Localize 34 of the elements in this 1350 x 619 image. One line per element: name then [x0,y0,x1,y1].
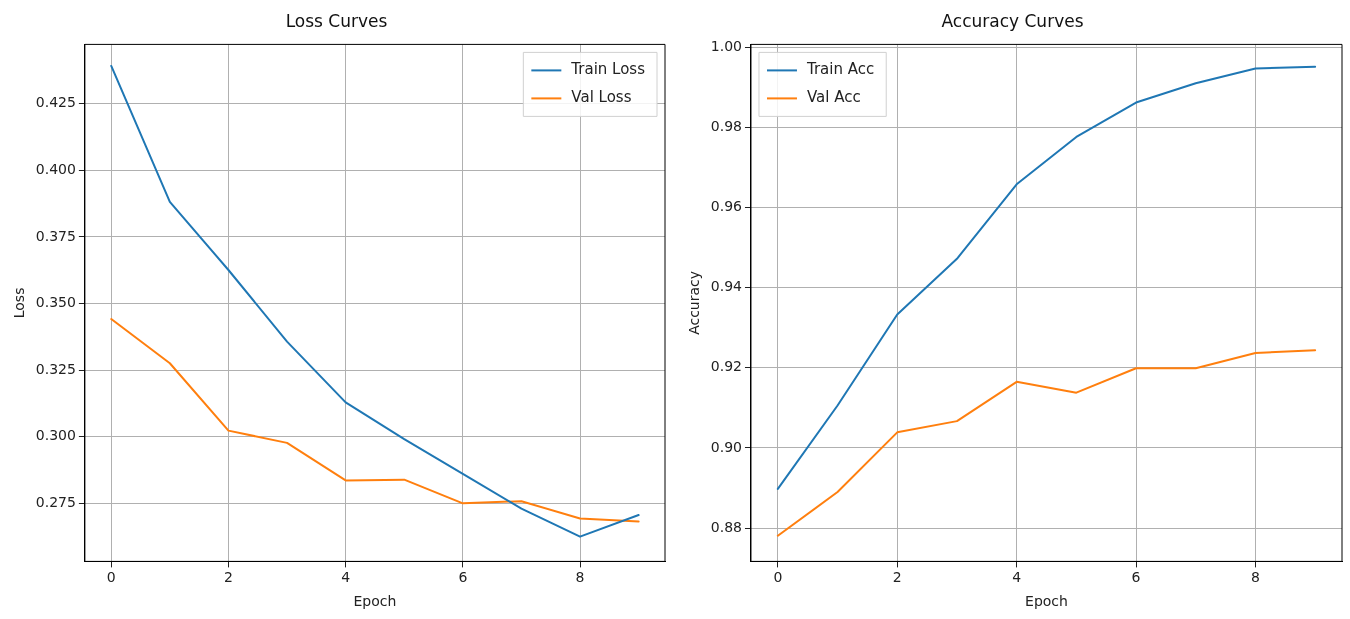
legend-label: Train Acc [805,60,875,79]
x-tick-label: 6 [458,569,468,586]
y-axis-title: Loss [11,287,28,319]
y-tick-label: 1.00 [710,37,742,54]
y-tick-label: 0.94 [710,278,743,295]
x-tick-label: 6 [1131,569,1141,586]
legend-label: Train Loss [570,60,646,79]
legend-label: Val Acc [806,88,861,107]
x-tick-label: 0 [773,569,783,586]
y-tick-label: 0.425 [35,94,76,111]
y-tick-label: 0.325 [35,360,76,377]
y-tick-label: 0.300 [35,427,76,444]
x-tick-label: 8 [1250,569,1260,586]
y-tick-label: 0.96 [710,198,743,215]
chart-title: Loss Curves [285,10,388,31]
y-axis-title: Accuracy [686,270,703,335]
y-tick-label: 0.92 [710,358,742,375]
legend-label: Val Loss [571,88,632,107]
y-tick-label: 0.375 [35,227,76,244]
x-axis-title: Epoch [1025,593,1068,610]
x-tick-label: 4 [1012,569,1022,586]
x-tick-label: 2 [892,569,902,586]
y-tick-label: 0.275 [35,493,76,510]
x-tick-label: 8 [575,569,585,586]
y-tick-label: 0.400 [35,161,76,178]
x-tick-label: 2 [223,569,233,586]
y-tick-label: 0.350 [35,294,76,311]
y-tick-label: 0.88 [710,518,742,535]
x-tick-label: 0 [106,569,116,586]
y-tick-label: 0.98 [710,118,742,134]
y-tick-label: 0.90 [710,438,742,455]
x-tick-label: 4 [341,569,351,586]
x-axis-title: Epoch [353,593,397,610]
chart-title: Accuracy Curves [941,10,1084,31]
